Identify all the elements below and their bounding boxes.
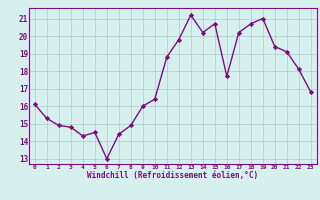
- X-axis label: Windchill (Refroidissement éolien,°C): Windchill (Refroidissement éolien,°C): [87, 171, 258, 180]
